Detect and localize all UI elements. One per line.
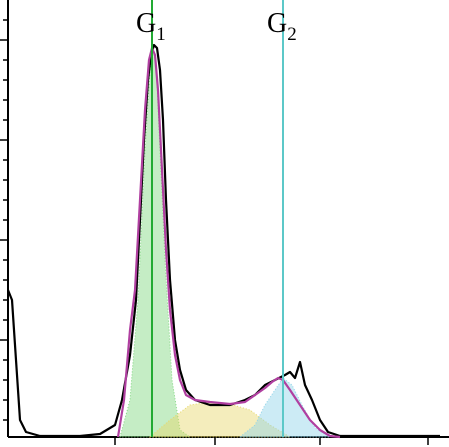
peak-label-sub: 1 (156, 24, 166, 45)
peak-label-main: G (136, 8, 156, 39)
histogram-line (116, 46, 341, 439)
component-area (238, 377, 332, 438)
peak-label: G2 (267, 8, 297, 45)
histogram-line (6, 43, 440, 438)
peak-label: G1 (136, 8, 166, 45)
peak-label-sub: 2 (287, 24, 297, 45)
peak-label-main: G (267, 8, 287, 39)
